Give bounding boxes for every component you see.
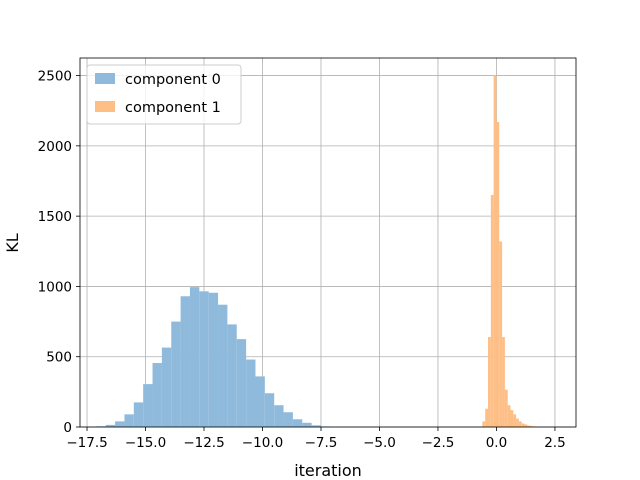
x-tick-label: −12.5: [183, 435, 224, 451]
histogram-bar-component-0: [218, 304, 228, 427]
histogram-bar-component-0: [115, 421, 125, 427]
histogram-bar-component-0: [292, 419, 303, 427]
histogram-bar-component-0: [311, 425, 321, 427]
histogram-bar-component-1: [521, 423, 525, 427]
histogram-bar-component-0: [189, 287, 200, 427]
legend-swatch-component-1: [95, 101, 115, 112]
histogram-bar-component-0: [255, 376, 265, 427]
x-tick-label: −15.0: [125, 435, 166, 451]
legend-label-component-0: component 0: [125, 72, 221, 88]
histogram-bar-component-0: [283, 412, 293, 427]
x-tick-label: 2.5: [544, 435, 565, 451]
y-tick-label: 500: [46, 350, 72, 366]
y-tick-label: 0: [63, 420, 72, 436]
axis-ticks: −17.5 −15.0 −12.5 −10.0 −7.5 −5.0 −2.5 0.0 2.5 0 5…: [38, 69, 566, 451]
legend-box: [86, 64, 242, 125]
histogram-bar-component-1: [513, 414, 517, 427]
histogram-bar-component-1: [507, 405, 511, 427]
histogram-bar-component-1: [527, 425, 531, 427]
x-axis-label: iteration: [294, 461, 362, 480]
histogram-bar-component-1: [502, 337, 505, 427]
histogram-bar-component-1: [490, 195, 494, 427]
histogram-bar-component-0: [133, 402, 144, 427]
histogram-bar-component-0: [302, 422, 312, 427]
histogram-bar-component-1: [482, 421, 486, 427]
histogram-bar-component-0: [161, 347, 172, 427]
histogram-bar-component-1: [524, 424, 528, 427]
x-tick-label: −2.5: [422, 435, 455, 451]
histogram-bar-component-0: [152, 363, 162, 427]
y-tick-label: 1500: [38, 209, 72, 225]
legend-swatch-component-0: [95, 73, 115, 84]
plot-frame: [79, 57, 577, 428]
legend: component 0 component 1: [86, 64, 242, 125]
histogram-bar-component-1: [496, 121, 500, 428]
histogram-bar-component-0: [105, 424, 116, 427]
histogram-bar-component-1: [504, 389, 508, 427]
histogram-bar-component-0: [264, 393, 275, 427]
histogram-bar-component-0: [236, 339, 247, 427]
x-tick-label: −7.5: [305, 435, 338, 451]
y-axis-label: KL: [3, 233, 22, 252]
histogram-bar-component-0: [180, 296, 190, 427]
histogram-bar-component-1: [516, 418, 519, 427]
y-tick-label: 2500: [38, 69, 72, 85]
histogram-bar-component-0: [246, 359, 256, 427]
y-tick-label: 1000: [38, 279, 72, 295]
legend-label-component-1: component 1: [125, 100, 221, 116]
histogram-bar-component-0: [143, 384, 153, 427]
y-tick-label: 2000: [38, 139, 72, 155]
x-tick-label: −5.0: [363, 435, 396, 451]
x-tick-label: −17.5: [66, 435, 107, 451]
x-tick-label: −10.0: [242, 435, 283, 451]
histogram-bar-component-0: [274, 405, 284, 427]
histogram-bar-component-1: [530, 426, 533, 427]
histogram-bar-component-0: [124, 414, 134, 427]
histogram-bar-component-1: [499, 241, 503, 427]
histogram-bar-component-1: [493, 75, 497, 428]
histogram-bar-component-1: [488, 337, 491, 427]
x-tick-label: 0.0: [486, 435, 507, 451]
histogram-bar-component-0: [199, 291, 209, 427]
histogram-bar-component-1: [518, 421, 522, 427]
histogram-bar-component-0: [171, 321, 181, 427]
histogram-bar-component-1: [485, 408, 489, 427]
histogram-bar-component-0: [208, 292, 219, 427]
histogram-bars: [96, 75, 536, 428]
histogram-bar-component-0: [227, 324, 237, 427]
histogram-bar-component-1: [510, 410, 514, 427]
